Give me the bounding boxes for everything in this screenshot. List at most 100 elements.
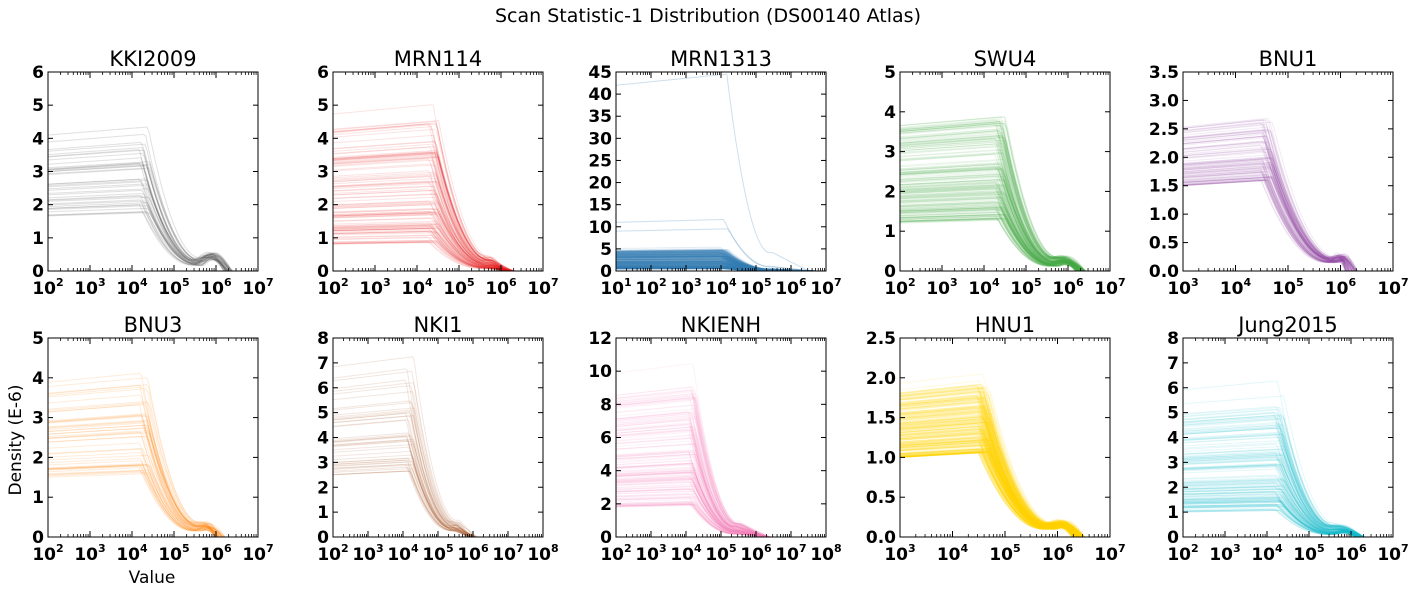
density-curve — [616, 257, 811, 271]
density-curve — [900, 437, 1077, 537]
density-curve — [616, 258, 809, 271]
density-curve — [1183, 496, 1361, 537]
y-tick-label: 4 — [317, 429, 329, 449]
density-curve — [616, 256, 813, 271]
density-curve — [900, 437, 1082, 537]
density-curve — [616, 479, 763, 537]
density-curve — [900, 201, 1085, 271]
density-curve — [1183, 133, 1347, 271]
density-curve — [900, 391, 1076, 537]
density-curve — [616, 251, 811, 271]
density-curve — [900, 429, 1073, 537]
density-curve — [1183, 451, 1363, 537]
series-curves — [1183, 117, 1358, 271]
density-curve — [1183, 414, 1365, 537]
density-curve — [616, 256, 811, 271]
density-curve — [1183, 436, 1365, 537]
density-curve — [616, 493, 771, 537]
density-curve — [900, 432, 1075, 537]
density-curve — [333, 464, 471, 537]
density-curve — [616, 257, 811, 271]
density-curve — [616, 472, 766, 537]
density-curve — [616, 255, 808, 271]
density-curve — [616, 443, 770, 537]
density-curve — [333, 222, 511, 271]
density-curve — [616, 455, 764, 537]
density-curve — [616, 459, 768, 537]
density-curve — [1183, 496, 1363, 537]
density-curve — [333, 175, 515, 271]
density-curve — [900, 173, 1086, 271]
density-curve — [900, 430, 1081, 537]
density-curve — [1183, 156, 1350, 271]
density-curve — [900, 198, 1084, 271]
density-curve — [900, 141, 1084, 271]
density-curve — [900, 421, 1085, 537]
density-curve — [616, 417, 769, 537]
density-curve — [900, 396, 1079, 537]
density-curve — [616, 404, 766, 537]
density-curve — [900, 197, 1080, 271]
density-curve — [48, 464, 224, 537]
density-curve — [900, 214, 1087, 271]
density-curve — [616, 503, 771, 537]
density-curve — [616, 471, 768, 537]
density-curve — [900, 396, 1077, 537]
density-curve — [900, 432, 1075, 537]
density-curve — [900, 166, 1082, 271]
density-curve — [900, 448, 1080, 537]
density-curve — [333, 208, 515, 271]
density-curve — [48, 192, 225, 271]
subplot-nkienh: NKIENH 0 2 4 6 8 10 12 102 103 104 105 106 107 108 — [588, 313, 841, 565]
density-curve — [616, 411, 769, 537]
density-curve — [900, 210, 1080, 271]
density-curve — [333, 171, 512, 271]
density-curve — [616, 263, 813, 271]
density-curve — [900, 160, 1081, 271]
density-curve — [616, 488, 768, 537]
density-curve — [616, 434, 764, 537]
density-curve — [1183, 148, 1350, 271]
density-curve — [616, 428, 763, 537]
density-curve — [616, 251, 813, 271]
density-curve — [616, 426, 771, 537]
density-curve — [900, 122, 1086, 271]
density-curve — [900, 452, 1086, 537]
density-curve — [900, 408, 1081, 537]
density-curve — [1183, 456, 1356, 537]
density-curve — [900, 396, 1084, 537]
density-curve — [333, 196, 510, 271]
density-curve — [900, 450, 1083, 537]
density-curve — [900, 166, 1081, 271]
density-curve — [1183, 497, 1357, 537]
density-curve — [900, 384, 1080, 537]
x-tick-label: 102 — [32, 276, 63, 299]
density-curve — [900, 415, 1080, 537]
density-curve — [616, 478, 765, 537]
density-curve — [616, 463, 769, 537]
density-curve — [1183, 509, 1363, 537]
density-curve — [616, 493, 763, 537]
density-curve — [900, 450, 1076, 537]
density-curve — [900, 451, 1083, 537]
density-curve — [333, 434, 477, 537]
density-curve — [1183, 179, 1357, 271]
density-curve — [333, 202, 515, 271]
density-curve — [900, 387, 1076, 537]
density-curve — [616, 263, 808, 271]
density-curve — [900, 405, 1085, 537]
density-curve — [900, 387, 1083, 537]
density-curve — [900, 190, 1080, 271]
density-curve — [1183, 433, 1355, 537]
density-curve — [900, 413, 1076, 537]
density-curve — [1183, 119, 1357, 271]
density-curve — [900, 441, 1082, 537]
x-tick-label: 102 — [32, 542, 63, 565]
density-curve — [616, 260, 816, 271]
density-curve — [1183, 496, 1364, 537]
density-curve — [900, 383, 1076, 537]
density-curve — [900, 435, 1074, 537]
density-curve — [900, 397, 1079, 537]
density-curve — [900, 413, 1083, 537]
density-curve — [900, 414, 1073, 537]
